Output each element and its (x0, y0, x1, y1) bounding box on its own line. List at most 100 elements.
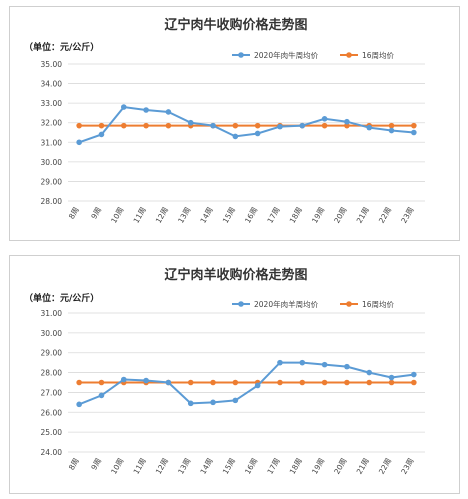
y-tick-label: 28.00 (41, 197, 63, 206)
y-tick-label: 30.00 (41, 158, 63, 167)
data-point (411, 371, 417, 378)
series-line (78, 361, 414, 406)
data-point (76, 401, 82, 408)
x-tick-label: 9周 (89, 457, 103, 472)
data-point (299, 122, 306, 129)
data-point (165, 122, 172, 129)
data-point (277, 123, 283, 130)
y-tick-label: 24.00 (41, 448, 63, 457)
data-point (411, 379, 417, 386)
data-point (388, 122, 395, 129)
y-tick-label: 29.00 (41, 177, 63, 186)
data-point (143, 377, 149, 384)
data-point (98, 379, 105, 386)
mutton-price-chart-panel: 辽宁肉羊收购价格走势图 （单位：元/公斤） 24.00 25.00 26.00 27.… (9, 255, 460, 494)
data-point (76, 122, 82, 129)
data-point (254, 382, 261, 389)
data-point (388, 127, 395, 134)
data-point (210, 122, 216, 129)
data-point (366, 369, 373, 376)
x-tick-label: 8周 (67, 206, 81, 221)
data-point (344, 122, 350, 129)
x-tick-label: 15周 (221, 457, 237, 476)
data-point (187, 119, 194, 126)
x-tick-label: 13周 (176, 457, 192, 476)
data-point (187, 379, 194, 386)
legend-swatch-marker (238, 52, 244, 58)
x-tick-label: 14周 (198, 457, 214, 476)
data-point (98, 392, 105, 399)
y-tick-label: 26.00 (41, 408, 63, 417)
data-point (254, 130, 261, 137)
data-point (187, 400, 194, 407)
data-point (321, 361, 328, 368)
y-tick-label: 35.00 (41, 60, 63, 69)
data-point (277, 359, 283, 366)
data-point (411, 122, 417, 129)
y-tick-label: 31.00 (41, 138, 63, 147)
chart-title: 辽宁肉羊收购价格走势图 (164, 267, 307, 283)
data-point (165, 379, 172, 386)
beef-price-chart-panel: 辽宁肉牛收购价格走势图 （单位：元/公斤） 28.00 29.00 30.00 31.… (9, 6, 460, 241)
x-tick-label: 23周 (399, 457, 415, 476)
y-tick-label: 29.00 (41, 349, 63, 358)
x-tick-label: 8周 (67, 457, 81, 472)
data-point (321, 379, 328, 386)
x-tick-label: 14周 (198, 206, 214, 225)
unit-label: （单位：元/公斤） (24, 41, 99, 53)
data-point (299, 359, 306, 366)
data-point (321, 116, 328, 122)
data-point (366, 379, 373, 386)
x-tick-label: 17周 (265, 457, 281, 476)
series-line (78, 106, 414, 144)
y-tick-label: 32.00 (41, 119, 63, 128)
x-tick-label: 10周 (109, 206, 125, 225)
data-point (254, 122, 261, 129)
x-tick-label: 20周 (332, 206, 348, 225)
x-tick-label: 20周 (332, 457, 348, 476)
x-tick-label: 15周 (221, 206, 237, 225)
x-tick-label: 18周 (288, 457, 304, 476)
data-point (366, 124, 373, 131)
x-tick-label: 10周 (109, 457, 125, 476)
data-point (143, 107, 149, 113)
data-point (210, 379, 216, 386)
y-tick-label: 28.00 (41, 369, 63, 378)
data-point (98, 131, 105, 138)
y-tick-label: 25.00 (41, 428, 63, 437)
x-tick-label: 12周 (154, 457, 170, 476)
x-tick-label: 13周 (176, 206, 192, 225)
data-point (143, 122, 149, 129)
x-tick-label: 9周 (89, 206, 103, 221)
data-point (321, 122, 328, 129)
data-point (76, 139, 82, 146)
legend-swatch-marker (346, 301, 352, 307)
data-point (120, 376, 127, 383)
y-tick-label: 27.00 (41, 388, 63, 397)
data-point (120, 122, 127, 129)
x-tick-label: 16周 (243, 457, 259, 476)
x-tick-label: 18周 (288, 206, 304, 225)
data-point (344, 118, 350, 125)
x-tick-label: 22周 (377, 457, 393, 476)
y-tick-label: 33.00 (41, 99, 63, 108)
data-point (344, 379, 350, 386)
x-tick-label: 17周 (265, 206, 281, 225)
x-tick-label: 16周 (243, 206, 259, 225)
data-point (388, 374, 395, 381)
mutton-price-chart: 辽宁肉羊收购价格走势图 （单位：元/公斤） 24.00 25.00 26.00 27.… (24, 267, 425, 476)
y-tick-label: 30.00 (41, 329, 63, 338)
data-point (98, 122, 105, 129)
legend-swatch-marker (346, 52, 352, 58)
data-point (232, 122, 239, 129)
data-point (388, 379, 395, 386)
data-point (299, 379, 306, 386)
beef-price-chart: 辽宁肉牛收购价格走势图 （单位：元/公斤） 28.00 29.00 30.00 31.… (24, 17, 425, 225)
x-tick-label: 22周 (377, 206, 393, 225)
unit-label: （单位：元/公斤） (24, 292, 99, 304)
x-tick-label: 21周 (355, 206, 371, 225)
data-point (232, 379, 239, 386)
data-point (120, 104, 127, 110)
x-tick-label: 19周 (310, 206, 326, 225)
y-tick-label: 34.00 (41, 80, 63, 89)
